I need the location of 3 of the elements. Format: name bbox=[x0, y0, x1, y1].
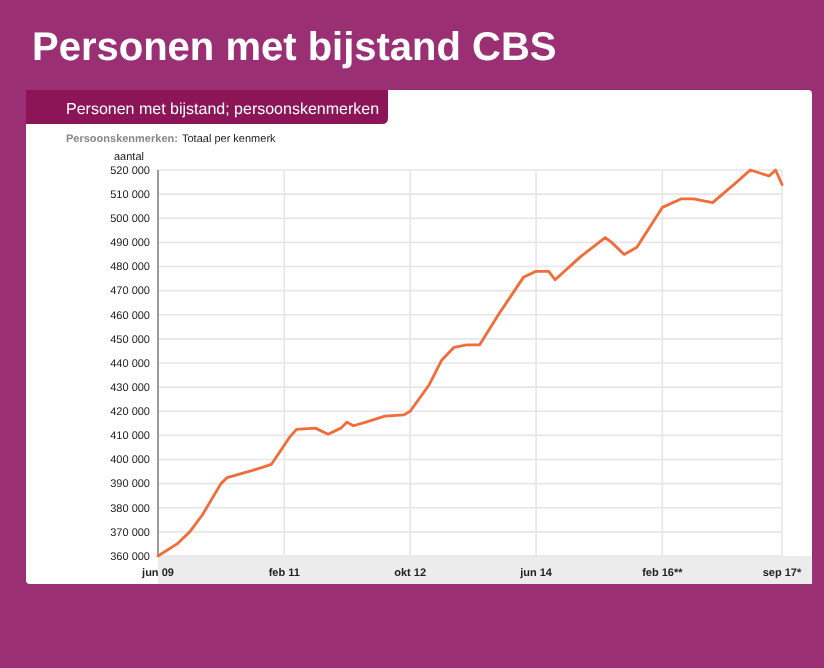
chart-title: Personen met bijstand CBS bbox=[32, 26, 557, 70]
line-series bbox=[156, 168, 784, 558]
chart-subtitle: Personen met bijstand; persoonskenmerken bbox=[66, 100, 380, 118]
